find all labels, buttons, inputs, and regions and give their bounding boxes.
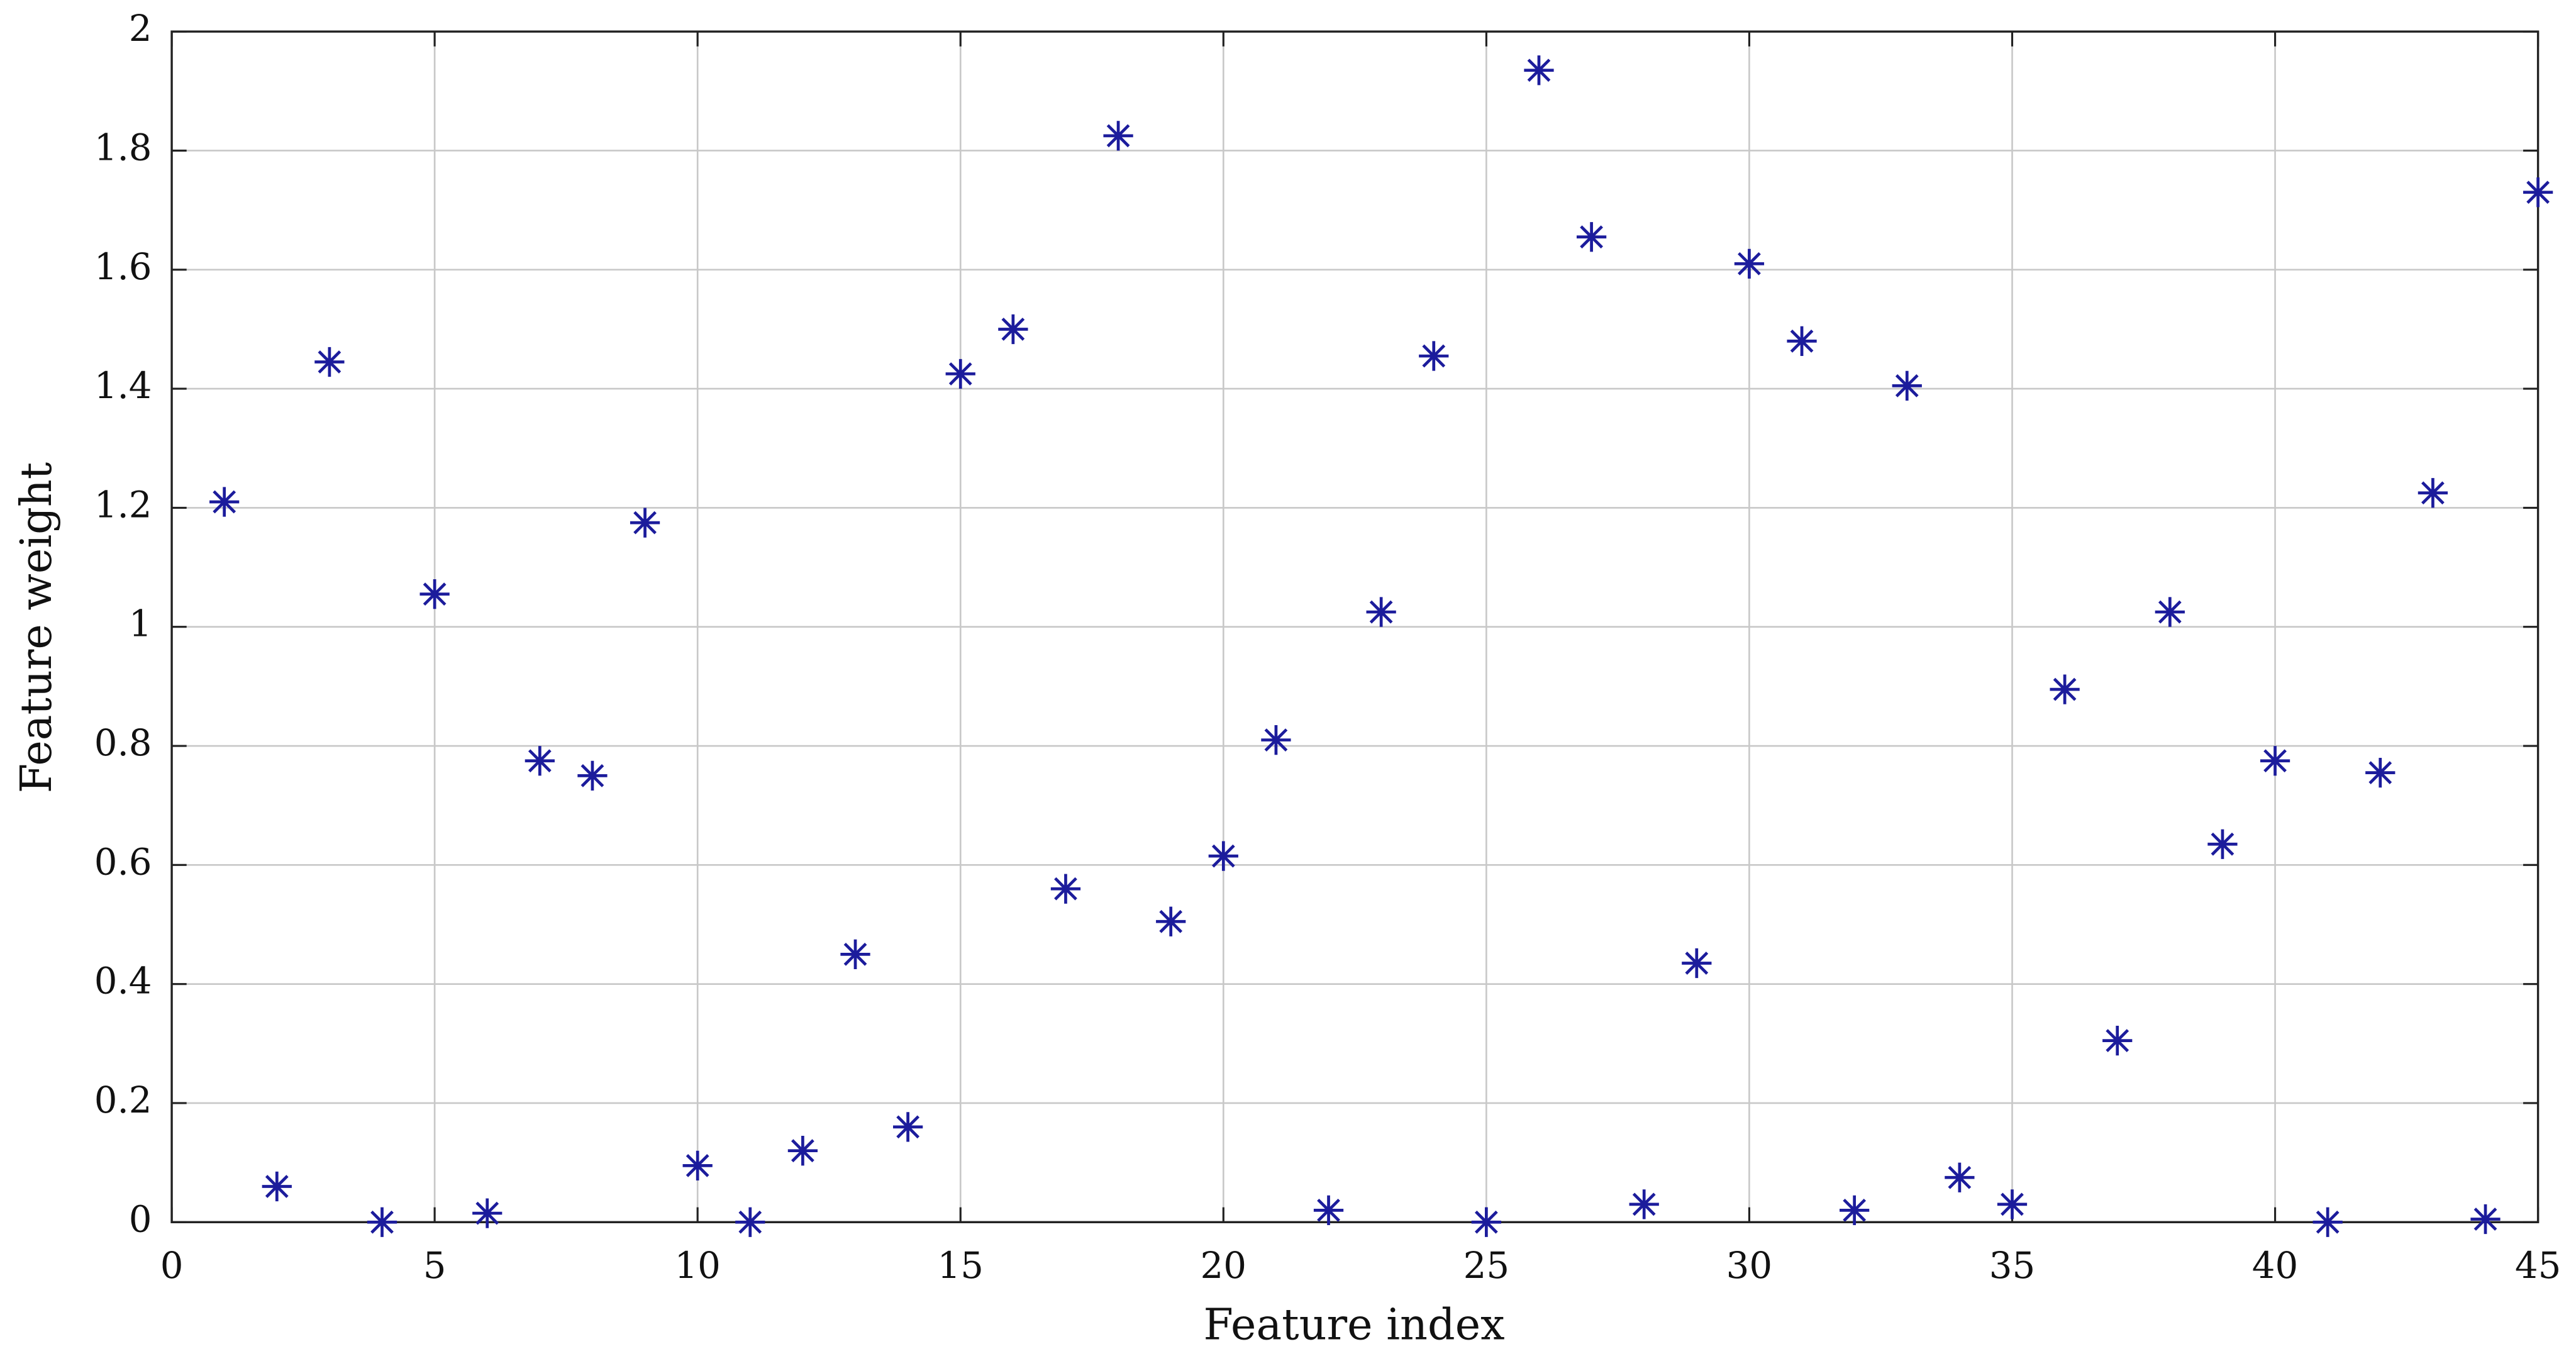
- y-tick-label: 1: [129, 602, 152, 645]
- y-tick-label: 1.6: [94, 245, 152, 288]
- data-point: [1156, 906, 1186, 936]
- x-axis-label: Feature index: [1203, 1300, 1504, 1350]
- data-point: [2312, 1207, 2343, 1237]
- data-point: [1629, 1189, 1659, 1219]
- data-point: [314, 347, 345, 377]
- data-point: [840, 939, 870, 969]
- data-point: [367, 1207, 397, 1237]
- data-point: [945, 358, 975, 389]
- data-point: [1103, 121, 1133, 151]
- data-point: [1997, 1189, 2028, 1219]
- data-point: [1840, 1195, 1870, 1225]
- data-point: [1366, 597, 1396, 627]
- data-point: [998, 314, 1028, 345]
- data-point: [1682, 948, 1712, 979]
- x-tick-label: 30: [1726, 1244, 1773, 1287]
- data-point: [1576, 222, 1607, 252]
- data-point: [1787, 326, 1817, 357]
- x-tick-label: 25: [1463, 1244, 1510, 1287]
- data-point: [1313, 1195, 1344, 1225]
- data-point: [893, 1112, 923, 1142]
- y-tick-label: 1.8: [94, 126, 152, 169]
- y-tick-label: 0.2: [94, 1079, 152, 1121]
- data-point: [682, 1150, 713, 1180]
- y-tick-label: 1.4: [94, 364, 152, 407]
- data-point: [262, 1171, 292, 1202]
- data-point: [2418, 478, 2448, 508]
- data-point: [2155, 597, 2185, 627]
- data-point: [2260, 746, 2290, 776]
- data-point: [1945, 1162, 1975, 1192]
- data-point: [787, 1136, 818, 1166]
- data-point: [630, 508, 660, 538]
- y-axis-label: Feature weight: [12, 462, 62, 794]
- data-point: [735, 1207, 765, 1237]
- data-point: [577, 760, 608, 791]
- data-point: [1892, 370, 1922, 401]
- data-point: [419, 579, 450, 609]
- y-tick-label: 1.2: [94, 483, 152, 526]
- data-point: [1050, 874, 1081, 904]
- x-tick-label: 15: [937, 1244, 984, 1287]
- data-point: [2050, 674, 2080, 704]
- data-point: [1208, 841, 1238, 871]
- data-point: [2102, 1025, 2133, 1056]
- data-point: [472, 1198, 502, 1228]
- y-tick-label: 0.4: [94, 960, 152, 1002]
- x-tick-label: 20: [1201, 1244, 1247, 1287]
- data-point: [1261, 725, 1291, 755]
- data-point: [2365, 758, 2396, 788]
- y-tick-label: 2: [129, 7, 152, 50]
- y-tick-label: 0.6: [94, 840, 152, 883]
- data-point: [525, 746, 555, 776]
- data-point: [1524, 55, 1554, 86]
- data-point: [1419, 341, 1449, 371]
- x-tick-label: 45: [2515, 1244, 2562, 1287]
- data-point: [2207, 829, 2238, 859]
- data-point: [2523, 177, 2553, 208]
- plot-frame: [170, 30, 2540, 1223]
- x-tick-label: 35: [1989, 1244, 2036, 1287]
- x-tick-label: 40: [2252, 1244, 2299, 1287]
- data-point: [209, 487, 240, 517]
- data-point: [2470, 1204, 2501, 1235]
- y-tick-label: 0: [129, 1197, 152, 1240]
- x-tick-label: 0: [160, 1244, 184, 1287]
- x-tick-label: 10: [674, 1244, 721, 1287]
- data-point: [1471, 1207, 1501, 1237]
- data-point: [1734, 248, 1765, 279]
- y-tick-label: 0.8: [94, 721, 152, 764]
- x-tick-label: 5: [423, 1244, 447, 1287]
